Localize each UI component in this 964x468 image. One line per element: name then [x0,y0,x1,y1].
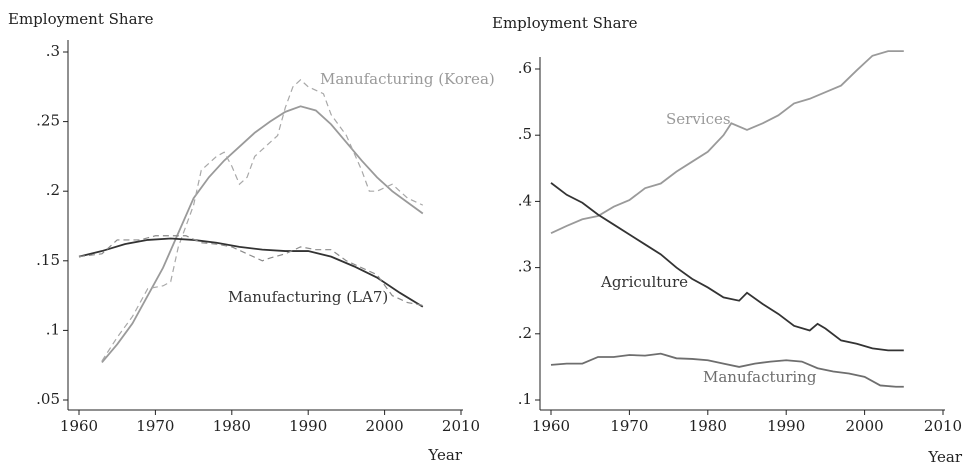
y-tick-label: .4 [518,191,532,209]
y-tick-label: .2 [46,181,60,199]
series-label: Manufacturing [703,368,817,386]
x-tick-label: 2000 [366,417,404,435]
x-tick-label: 1980 [213,417,251,435]
y-tick-label: .15 [36,251,60,269]
series-label: Manufacturing (Korea) [320,70,495,88]
y-tick-label: .2 [518,324,532,342]
x-tick-label: 1960 [532,417,570,435]
y-tick-label: .3 [46,42,60,60]
line [78,237,424,308]
x-axis-title: Year [427,446,462,464]
x-tick-label: 1970 [136,417,174,435]
y-tick-label: .1 [518,390,532,408]
y-tick-label: .1 [46,320,60,338]
line [101,105,424,363]
series-label: Services [666,110,731,128]
y-tick-label: .25 [36,112,60,130]
x-axis-title: Year [927,448,962,466]
x-tick-label: 1990 [289,417,327,435]
x-tick-label: 2010 [442,417,480,435]
dashed-line [78,235,423,306]
series-label: Manufacturing (LA7) [228,288,388,306]
x-tick-label: 1970 [610,417,648,435]
x-tick-label: 2010 [924,417,962,435]
x-tick-label: 1980 [689,417,727,435]
dashed-line [101,79,424,362]
line [550,352,904,388]
y-axis-title: Employment Share [8,10,154,28]
line [550,182,904,352]
y-tick-label: .05 [36,390,60,408]
x-tick-label: 1960 [60,417,98,435]
y-tick-label: .6 [518,59,532,77]
line [550,50,904,234]
series-label: Agriculture [600,273,688,291]
y-axis-title: Employment Share [492,14,638,32]
x-tick-label: 1990 [767,417,805,435]
y-tick-label: .5 [518,125,532,143]
x-tick-label: 2000 [846,417,884,435]
y-tick-label: .3 [518,258,532,276]
